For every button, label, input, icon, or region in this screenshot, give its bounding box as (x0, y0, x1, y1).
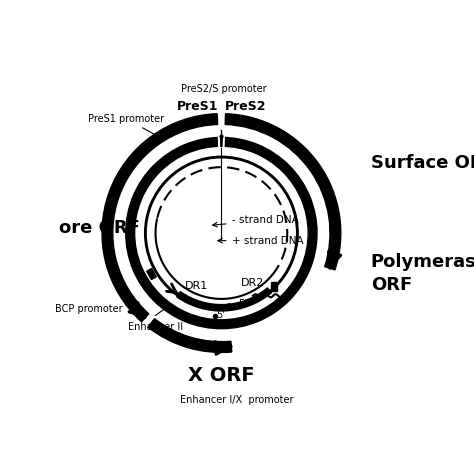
Text: DR2: DR2 (241, 277, 265, 288)
Wedge shape (126, 137, 317, 328)
Text: PreS2: PreS2 (225, 100, 266, 113)
Wedge shape (148, 319, 232, 353)
Text: 5': 5' (216, 310, 225, 320)
Text: X ORF: X ORF (188, 366, 255, 385)
Text: Surface OR: Surface OR (371, 155, 474, 173)
Bar (146, 269, 156, 280)
Text: ore ORF: ore ORF (59, 219, 140, 237)
Text: Enhancer I/X  promoter: Enhancer I/X promoter (180, 395, 293, 405)
Text: - strand DNA: - strand DNA (213, 215, 298, 227)
Text: Enhancer II: Enhancer II (128, 322, 183, 332)
Wedge shape (102, 114, 218, 322)
Text: PreS2/S promoter: PreS2/S promoter (181, 84, 267, 94)
Text: BCP promoter: BCP promoter (55, 304, 123, 314)
Text: Polymerase
ORF: Polymerase ORF (371, 254, 474, 294)
Text: DR1: DR1 (184, 281, 208, 292)
Text: 5': 5' (238, 299, 246, 309)
Text: + strand DNA: + strand DNA (218, 236, 303, 246)
Wedge shape (145, 156, 298, 310)
Wedge shape (177, 288, 272, 311)
Bar (272, 282, 277, 291)
Text: PreS1 promoter: PreS1 promoter (88, 114, 164, 124)
Text: PreS1: PreS1 (177, 100, 218, 113)
Wedge shape (225, 114, 341, 270)
